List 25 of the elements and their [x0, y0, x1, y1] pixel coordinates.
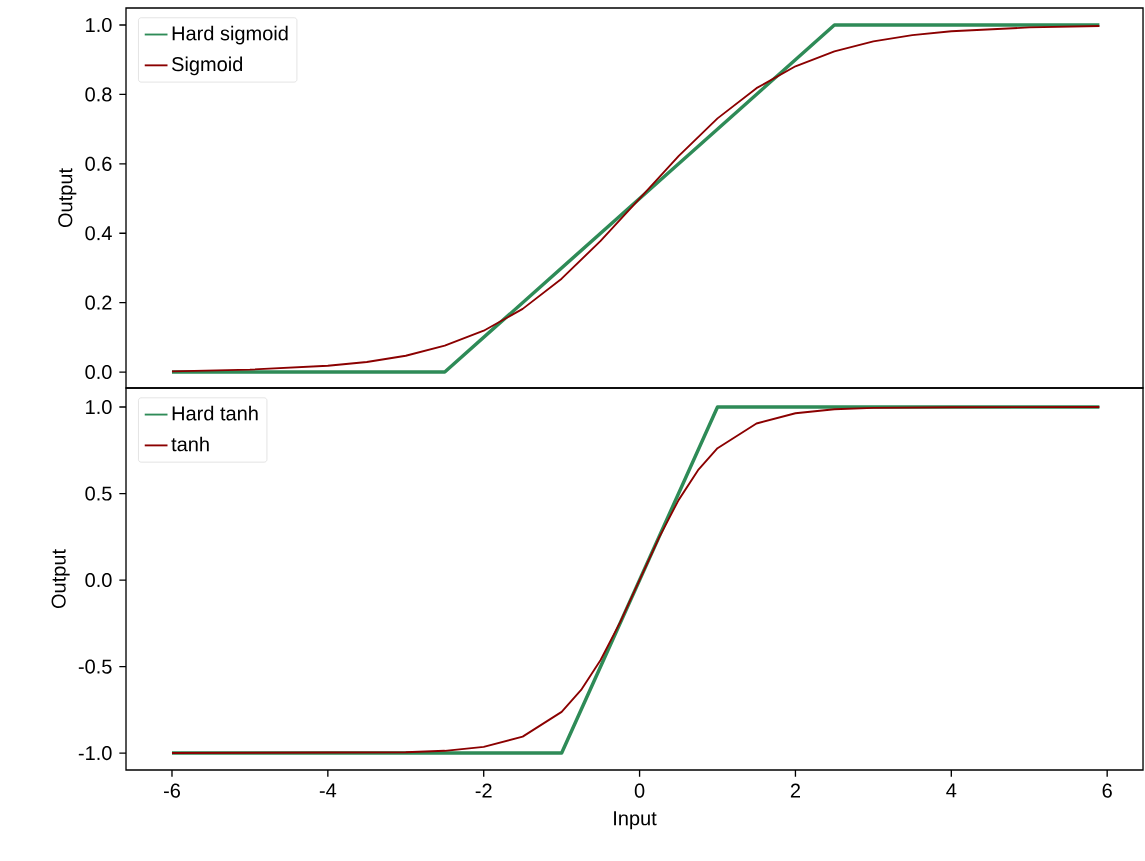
y-tick-label: 0.6 [85, 156, 112, 171]
y-axis-title: Output [51, 549, 70, 609]
x-tick-label: 2 [790, 783, 800, 798]
x-tick-label: -2 [475, 783, 492, 798]
y-tick-label: -0.5 [78, 659, 112, 674]
legend-label: Sigmoid [172, 56, 243, 76]
y-tick-label: 0.5 [85, 486, 112, 501]
y-tick-label: 0.0 [85, 572, 112, 588]
x-tick-label: -4 [319, 783, 337, 798]
x-tick-label: 4 [946, 783, 957, 798]
y-axis-title: Output [58, 168, 77, 228]
y-tick-label: 1.0 [86, 17, 112, 33]
legend-label: tanh [171, 436, 209, 452]
x-tick-label: 6 [1102, 783, 1112, 798]
y-tick-label: 1.0 [86, 399, 112, 415]
x-tick-label: -6 [163, 783, 180, 798]
legend-label: Hard sigmoid [172, 25, 288, 45]
y-tick-label: 0.2 [85, 295, 112, 310]
x-axis-title: Input [614, 811, 657, 830]
y-tick-label: 0.0 [85, 364, 112, 380]
legend-label: Hard tanh [172, 405, 258, 421]
y-tick-label: -1.0 [78, 745, 112, 761]
y-tick-label: 0.4 [85, 226, 112, 241]
x-tick-label: 0 [634, 783, 645, 798]
y-tick-label: 0.8 [85, 87, 112, 102]
